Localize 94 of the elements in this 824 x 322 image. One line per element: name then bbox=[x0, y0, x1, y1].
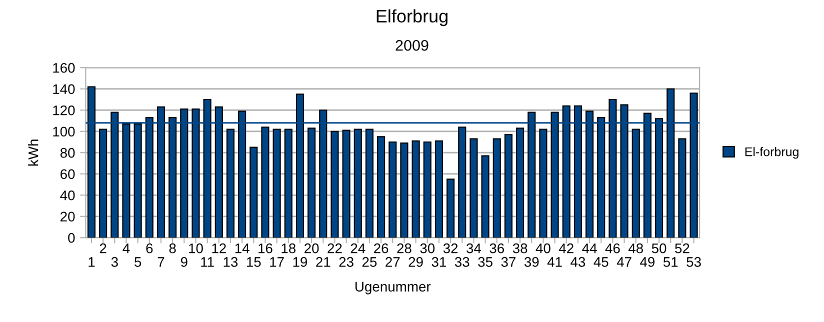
x-tick-label: 32 bbox=[443, 243, 458, 254]
x-tick-label: 4 bbox=[122, 244, 130, 254]
x-tick-label: 48 bbox=[628, 243, 643, 254]
bar bbox=[516, 128, 524, 238]
y-tick-label: 40 bbox=[60, 190, 75, 200]
bar bbox=[492, 138, 501, 238]
x-tick-label: 8 bbox=[169, 243, 176, 254]
x-tick-label: 7 bbox=[158, 257, 164, 267]
x-tick-label: 37 bbox=[501, 257, 516, 267]
x-tick-label: 36 bbox=[490, 243, 504, 254]
x-tick-label: 44 bbox=[582, 244, 597, 254]
x-tick-label: 29 bbox=[408, 257, 423, 267]
bar bbox=[539, 128, 548, 238]
x-tick-label: 40 bbox=[536, 243, 550, 254]
x-tick-label: 1 bbox=[88, 257, 95, 267]
x-tick-label: 21 bbox=[316, 257, 330, 267]
x-tick-label: 15 bbox=[246, 257, 261, 267]
x-tick-label: 31 bbox=[432, 257, 446, 267]
bar bbox=[261, 126, 270, 238]
y-tick-label: 160 bbox=[53, 62, 75, 73]
x-tick-label: 6 bbox=[146, 243, 153, 254]
x-tick-label: 2 bbox=[100, 243, 106, 254]
x-tick-label: 16 bbox=[258, 243, 272, 254]
bar bbox=[678, 138, 686, 238]
x-tick-label: 52 bbox=[675, 243, 690, 254]
x-tick-label: 45 bbox=[594, 257, 608, 267]
x-tick-label: 39 bbox=[524, 257, 539, 267]
y-tick-label: 140 bbox=[53, 84, 75, 94]
x-tick-label: 5 bbox=[134, 257, 142, 267]
y-tick-label: 100 bbox=[53, 126, 75, 137]
x-tick-label: 33 bbox=[454, 257, 470, 267]
x-tick-label: 24 bbox=[350, 243, 366, 254]
bar bbox=[342, 130, 350, 238]
y-tick-label: 0 bbox=[68, 232, 75, 243]
bar bbox=[388, 141, 397, 238]
x-tick-label: 41 bbox=[547, 257, 562, 267]
bar bbox=[446, 178, 455, 238]
x-tick-label: 3 bbox=[111, 257, 118, 267]
bar bbox=[481, 155, 490, 238]
bar bbox=[284, 128, 292, 238]
x-axis-title: Ugenummer bbox=[356, 282, 431, 294]
bar bbox=[434, 140, 443, 238]
bar bbox=[308, 128, 316, 238]
bar bbox=[365, 128, 374, 238]
x-tick-label: 25 bbox=[362, 257, 377, 267]
x-tick-label: 50 bbox=[652, 243, 666, 254]
x-tick-label: 12 bbox=[212, 243, 226, 254]
x-tick-label: 30 bbox=[420, 243, 435, 254]
bar bbox=[423, 141, 432, 238]
x-tick-label: 26 bbox=[374, 243, 388, 254]
x-tick-label: 11 bbox=[201, 257, 214, 267]
bar bbox=[458, 126, 466, 238]
bar bbox=[412, 140, 420, 238]
x-tick-label: 20 bbox=[304, 243, 319, 254]
x-tick-label: 28 bbox=[397, 243, 412, 254]
bar bbox=[250, 146, 258, 238]
x-tick-label: 34 bbox=[466, 243, 482, 254]
x-tick-label: 22 bbox=[328, 243, 342, 254]
x-tick-label: 46 bbox=[605, 243, 620, 254]
x-tick-label: 9 bbox=[180, 257, 188, 267]
bar bbox=[470, 138, 478, 238]
x-tick-label: 18 bbox=[282, 243, 296, 254]
x-tick-label: 35 bbox=[478, 257, 492, 267]
chart-subtitle: 2009 bbox=[396, 40, 428, 51]
legend-label: El-forbrug bbox=[745, 147, 798, 159]
x-tick-label: 53 bbox=[686, 257, 701, 267]
bar bbox=[272, 128, 281, 238]
bar bbox=[377, 136, 386, 238]
bar bbox=[330, 130, 339, 238]
x-tick-label: 43 bbox=[570, 257, 586, 267]
bar bbox=[354, 128, 362, 238]
y-axis-title: kWh bbox=[28, 140, 38, 166]
bar bbox=[99, 128, 108, 238]
bar bbox=[632, 128, 640, 238]
bar bbox=[226, 128, 235, 238]
x-tick-label: 42 bbox=[558, 243, 574, 254]
x-tick-label: 10 bbox=[189, 243, 203, 254]
x-tick-label: 49 bbox=[640, 257, 655, 267]
chart-title: Elforbrug bbox=[376, 9, 448, 26]
x-tick-label: 47 bbox=[616, 257, 632, 267]
bar bbox=[504, 134, 512, 238]
x-tick-label: 38 bbox=[512, 243, 528, 254]
x-tick-label: 14 bbox=[235, 244, 250, 254]
x-tick-label: 27 bbox=[386, 257, 400, 267]
x-tick-label: 19 bbox=[293, 257, 308, 267]
x-tick-label: 51 bbox=[663, 257, 678, 267]
y-tick-label: 80 bbox=[60, 148, 75, 158]
y-tick-label: 120 bbox=[53, 105, 75, 116]
x-tick-label: 13 bbox=[224, 257, 238, 267]
x-tick-label: 17 bbox=[270, 257, 284, 267]
bar bbox=[400, 142, 408, 238]
y-tick-label: 20 bbox=[60, 212, 75, 222]
y-tick-label: 60 bbox=[60, 169, 75, 180]
x-tick-label: 23 bbox=[339, 257, 354, 267]
